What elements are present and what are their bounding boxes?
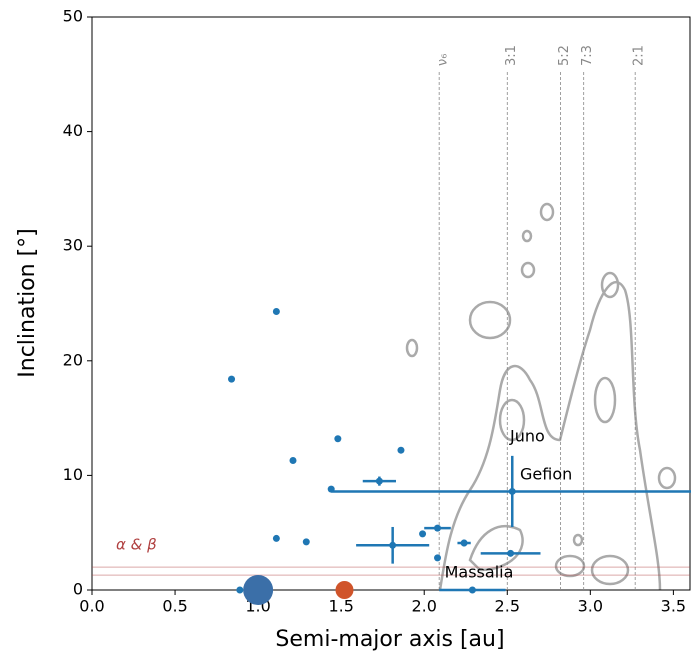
- point: [228, 375, 236, 383]
- resonance-label: 3:1: [504, 45, 519, 66]
- x-tick-label: 2.0: [411, 597, 436, 616]
- y-tick-label: 10: [63, 465, 83, 484]
- resonance-label: 2:1: [632, 45, 647, 66]
- point: [468, 586, 476, 594]
- point: [375, 477, 383, 485]
- annotation: Gefion: [520, 465, 572, 484]
- y-axis-label: Inclination [°]: [15, 228, 40, 377]
- point: [389, 541, 397, 549]
- annotation: Juno: [509, 427, 545, 446]
- point: [236, 586, 244, 594]
- point: [507, 549, 515, 557]
- resonance-label: 7:3: [580, 45, 595, 66]
- x-tick-label: 1.5: [328, 597, 353, 616]
- y-tick-label: 20: [63, 350, 83, 369]
- point: [508, 487, 516, 495]
- y-tick-label: 30: [63, 236, 83, 255]
- point: [419, 530, 427, 538]
- point: [272, 534, 280, 542]
- x-tick-label: 3.0: [578, 597, 603, 616]
- x-tick-label: 3.5: [661, 597, 686, 616]
- x-tick-label: 2.5: [495, 597, 520, 616]
- planet: [335, 581, 354, 599]
- resonance-label: ν₆: [436, 54, 451, 66]
- plot-frame: [91, 16, 691, 591]
- reference-label: α & β: [116, 536, 157, 554]
- x-tick-label: 0.5: [162, 597, 187, 616]
- point: [302, 538, 310, 546]
- point: [434, 524, 442, 532]
- resonance-label: 5:2: [557, 45, 572, 66]
- point: [334, 435, 342, 443]
- density-contours: [405, 202, 677, 590]
- point: [434, 554, 442, 562]
- annotation: Massalia: [445, 563, 514, 582]
- y-tick-label: 0: [73, 580, 83, 599]
- planet: [243, 575, 274, 605]
- y-tick-label: 50: [63, 7, 83, 26]
- x-axis-label: Semi-major axis [au]: [275, 627, 504, 652]
- x-tick-label: 0.0: [79, 597, 104, 616]
- point: [397, 446, 405, 454]
- y-tick-label: 40: [63, 121, 83, 140]
- point: [272, 308, 280, 316]
- point: [460, 539, 468, 547]
- point: [289, 457, 297, 465]
